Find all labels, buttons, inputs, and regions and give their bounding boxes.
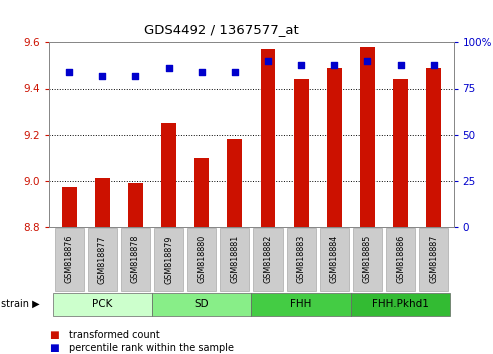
FancyBboxPatch shape xyxy=(220,228,249,291)
Text: GSM818880: GSM818880 xyxy=(197,235,206,284)
Point xyxy=(330,62,338,67)
Point xyxy=(396,62,404,67)
Text: PCK: PCK xyxy=(92,299,112,309)
FancyBboxPatch shape xyxy=(121,228,150,291)
FancyBboxPatch shape xyxy=(351,293,450,315)
Point xyxy=(363,58,371,64)
Bar xyxy=(260,49,276,227)
Text: FHH: FHH xyxy=(290,299,312,309)
Bar xyxy=(327,68,342,227)
Text: GSM818882: GSM818882 xyxy=(263,235,273,284)
Point xyxy=(65,69,73,75)
FancyBboxPatch shape xyxy=(154,228,183,291)
Text: GDS4492 / 1367577_at: GDS4492 / 1367577_at xyxy=(144,23,299,36)
FancyBboxPatch shape xyxy=(251,293,351,315)
Text: GSM818881: GSM818881 xyxy=(230,235,240,284)
Text: percentile rank within the sample: percentile rank within the sample xyxy=(69,343,234,353)
Text: GSM818876: GSM818876 xyxy=(65,235,73,284)
FancyBboxPatch shape xyxy=(53,293,152,315)
Text: ■: ■ xyxy=(49,343,59,353)
Text: ■: ■ xyxy=(49,330,59,339)
Text: GSM818879: GSM818879 xyxy=(164,235,173,284)
Bar xyxy=(194,158,209,227)
Text: GSM818883: GSM818883 xyxy=(297,235,306,284)
Point xyxy=(297,62,305,67)
Text: strain ▶: strain ▶ xyxy=(1,299,39,309)
FancyBboxPatch shape xyxy=(253,228,282,291)
Text: GSM818885: GSM818885 xyxy=(363,235,372,284)
Text: GSM818887: GSM818887 xyxy=(429,235,438,284)
Bar xyxy=(360,47,375,227)
Text: GSM818886: GSM818886 xyxy=(396,235,405,284)
Bar xyxy=(294,79,309,227)
Point xyxy=(132,73,140,79)
Text: FHH.Pkhd1: FHH.Pkhd1 xyxy=(372,299,429,309)
Bar xyxy=(95,178,110,227)
FancyBboxPatch shape xyxy=(152,293,251,315)
Bar xyxy=(62,187,76,227)
Text: GSM818877: GSM818877 xyxy=(98,235,107,284)
FancyBboxPatch shape xyxy=(187,228,216,291)
Text: transformed count: transformed count xyxy=(69,330,160,339)
FancyBboxPatch shape xyxy=(419,228,448,291)
FancyBboxPatch shape xyxy=(386,228,415,291)
Point xyxy=(99,73,106,79)
Bar xyxy=(227,139,243,227)
Text: GSM818884: GSM818884 xyxy=(330,235,339,284)
Bar xyxy=(393,79,408,227)
Text: SD: SD xyxy=(194,299,209,309)
FancyBboxPatch shape xyxy=(88,228,117,291)
Bar xyxy=(161,123,176,227)
Bar xyxy=(128,183,143,227)
FancyBboxPatch shape xyxy=(319,228,349,291)
Point xyxy=(430,62,438,67)
Bar xyxy=(426,68,441,227)
FancyBboxPatch shape xyxy=(55,228,84,291)
Text: GSM818878: GSM818878 xyxy=(131,235,140,284)
Point xyxy=(264,58,272,64)
FancyBboxPatch shape xyxy=(353,228,382,291)
Point xyxy=(165,65,173,71)
Point xyxy=(198,69,206,75)
Point xyxy=(231,69,239,75)
FancyBboxPatch shape xyxy=(286,228,316,291)
